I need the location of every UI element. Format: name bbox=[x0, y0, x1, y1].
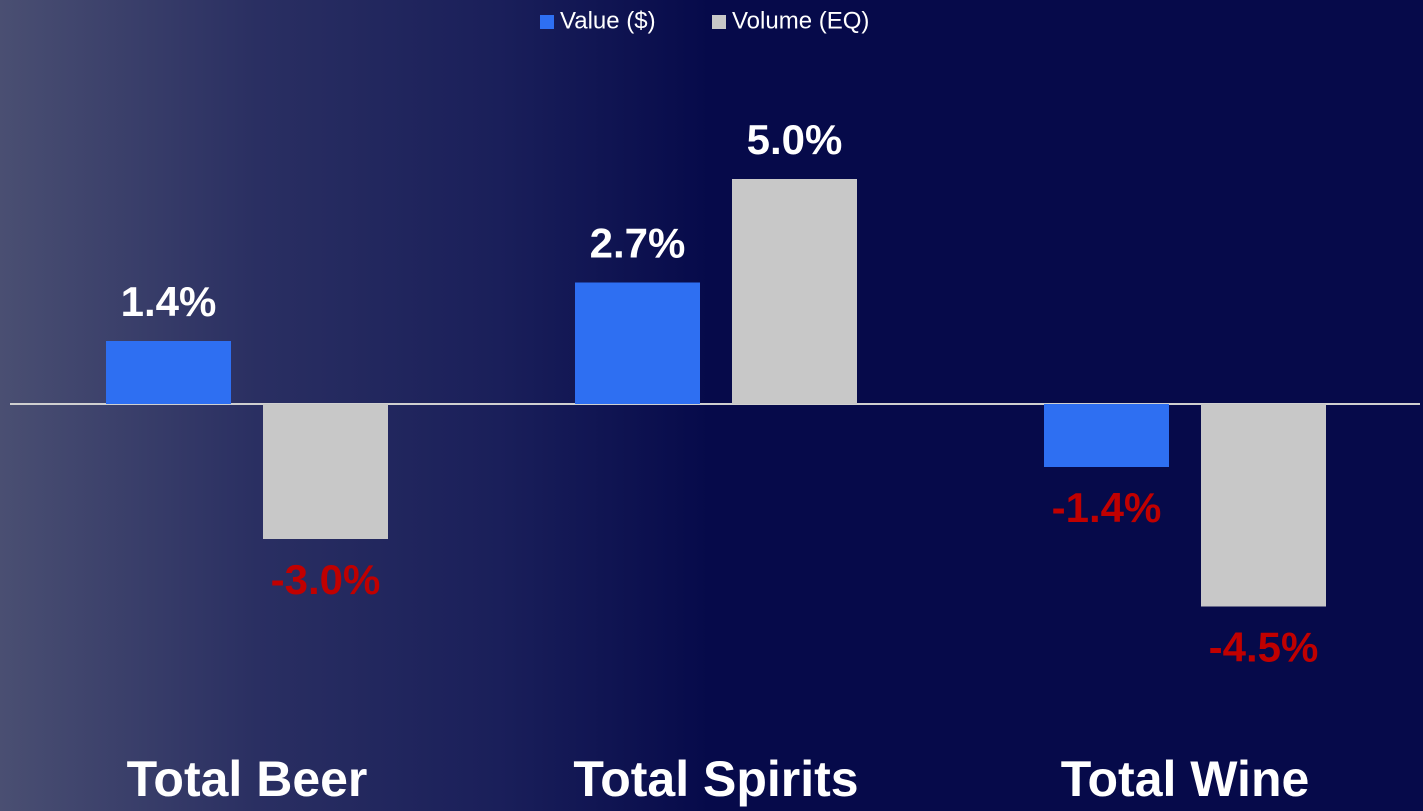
value-label: -3.0% bbox=[271, 556, 381, 603]
value-label: 5.0% bbox=[747, 116, 843, 163]
category-label: Total Spirits bbox=[573, 751, 858, 807]
bar bbox=[732, 179, 857, 404]
legend-label: Volume (EQ) bbox=[732, 7, 869, 34]
bar bbox=[1201, 404, 1326, 607]
category-label: Total Wine bbox=[1061, 751, 1310, 807]
bar bbox=[106, 341, 231, 404]
category-label: Total Beer bbox=[127, 751, 368, 807]
value-label: 2.7% bbox=[590, 220, 686, 267]
legend-swatch bbox=[712, 15, 726, 29]
legend-label: Value ($) bbox=[560, 7, 656, 34]
value-label: 1.4% bbox=[121, 278, 217, 325]
bar bbox=[575, 282, 700, 404]
value-label: -1.4% bbox=[1052, 484, 1162, 531]
bar bbox=[1044, 404, 1169, 467]
value-label: -4.5% bbox=[1209, 624, 1319, 671]
bar bbox=[263, 404, 388, 539]
legend-swatch bbox=[540, 15, 554, 29]
